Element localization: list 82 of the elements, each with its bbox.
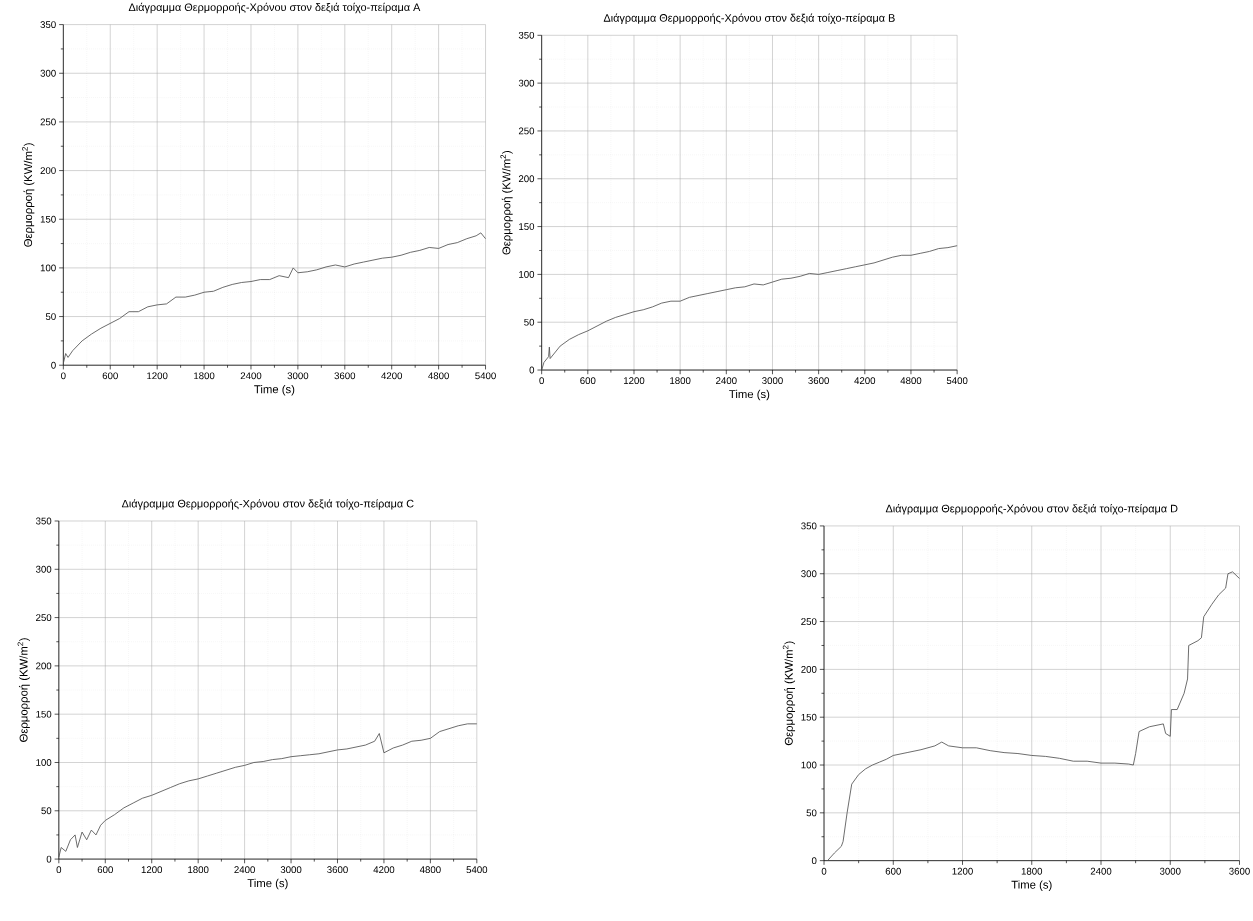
y-tick-label: 100: [36, 759, 52, 766]
y-tick-label: 200: [801, 666, 817, 673]
x-tick-label: 4800: [419, 866, 441, 874]
x-tick-label: 1800: [670, 377, 691, 385]
y-tick-label: 250: [40, 118, 56, 126]
x-tick-label: 600: [102, 372, 118, 380]
y-tick-label: 200: [518, 175, 535, 183]
y-tick-label: 50: [45, 313, 56, 321]
x-tick-label: 1800: [194, 372, 215, 380]
y-tick-label: 150: [801, 713, 817, 721]
x-tick-label: 2400: [234, 866, 255, 874]
x-tick-label: 4800: [428, 372, 449, 380]
y-tick-label: 300: [35, 565, 52, 573]
y-axis-title: Θερμορροή (KW/m$^{2}$): [782, 641, 796, 746]
y-tick-label: 100: [40, 264, 56, 272]
y-tick-label: 350: [40, 21, 56, 29]
y-axis-title: Θερμορροή (KW/m$^{2}$): [500, 151, 513, 255]
y-tick-label: 200: [36, 662, 52, 670]
y-tick-label: 350: [801, 522, 817, 530]
x-tick-label: 3000: [1159, 867, 1181, 875]
y-tick-label: 50: [524, 318, 535, 326]
chart-title: Διάγραμμα Θερμορροής-Χρόνου στον δεξιά τοίχο-πείραμα A: [128, 2, 421, 14]
x-tick-label: 3600: [808, 377, 829, 385]
chart-title: Διάγραμμα Θερμορροής-Χρόνου στον δεξιά τοίχο-πείραμα C: [121, 499, 414, 510]
x-tick-label: 3600: [334, 372, 356, 380]
x-tick-label: 4800: [900, 377, 922, 385]
line-series: [827, 571, 1240, 862]
y-tick-label: 200: [40, 167, 56, 175]
y-tick-label: 0: [529, 366, 535, 374]
x-tick-label: 1800: [1021, 867, 1043, 875]
y-tick-label: 0: [46, 855, 52, 863]
x-tick-label: 0: [821, 867, 827, 875]
y-tick-label: 150: [40, 215, 56, 223]
x-tick-label: 0: [56, 866, 62, 874]
x-tick-label: 3000: [287, 372, 309, 380]
x-axis-title: Time (s): [729, 389, 770, 401]
y-tick-label: 300: [518, 79, 535, 87]
x-tick-label: 3000: [762, 377, 783, 385]
x-tick-label: 2400: [240, 372, 262, 380]
y-tick-label: 300: [801, 570, 817, 578]
y-axis-title: Θερμορροή (KW/m$^{2}$): [22, 143, 35, 247]
x-axis-title: Time (s): [1011, 880, 1052, 891]
x-tick-label: 1200: [147, 372, 168, 380]
x-tick-label: 3000: [280, 866, 302, 874]
y-tick-label: 250: [801, 618, 817, 626]
x-tick-label: 5400: [466, 866, 488, 874]
y-tick-label: 250: [36, 614, 52, 622]
y-tick-label: 350: [35, 517, 52, 525]
x-tick-label: 1200: [141, 866, 163, 874]
x-tick-label: 600: [97, 866, 113, 874]
x-tick-label: 3600: [1229, 867, 1250, 875]
x-tick-label: 1200: [624, 377, 645, 385]
x-tick-label: 2400: [716, 377, 737, 385]
x-tick-label: 0: [539, 377, 544, 385]
y-axis-title: Θερμορροή (KW/m$^{2}$): [17, 638, 30, 742]
x-tick-label: 5400: [475, 372, 496, 380]
x-tick-label: 4200: [381, 372, 403, 380]
x-tick-label: 4200: [373, 866, 395, 874]
y-tick-label: 0: [811, 857, 817, 865]
chart-title: Διάγραμμα Θερμορροής-Χρόνου στον δεξιά τοίχο-πείραμα B: [603, 13, 895, 24]
x-tick-label: 600: [885, 867, 901, 875]
y-tick-label: 150: [519, 223, 535, 231]
y-tick-label: 0: [51, 361, 56, 369]
x-tick-label: 5400: [946, 377, 968, 385]
x-tick-label: 600: [580, 377, 596, 385]
x-tick-label: 4200: [854, 377, 876, 385]
y-tick-label: 100: [519, 271, 535, 278]
x-tick-label: 1200: [952, 867, 973, 875]
x-tick-label: 1800: [188, 866, 209, 874]
y-tick-label: 50: [806, 809, 817, 817]
y-tick-label: 50: [41, 807, 52, 815]
y-tick-label: 150: [36, 710, 52, 718]
x-tick-label: 3600: [327, 866, 348, 874]
x-axis-title: Time (s): [247, 878, 288, 890]
x-axis-title: Time (s): [254, 385, 295, 396]
y-tick-label: 300: [40, 69, 56, 77]
chart-title: Διάγραμμα Θερμορροής-Χρόνου στον δεξιά τοίχο-πείραμα D: [885, 504, 1178, 515]
y-tick-label: 250: [518, 127, 535, 135]
y-tick-label: 350: [518, 31, 535, 39]
x-tick-label: 0: [61, 372, 66, 380]
y-tick-label: 100: [801, 761, 817, 769]
x-tick-label: 2400: [1090, 867, 1112, 875]
